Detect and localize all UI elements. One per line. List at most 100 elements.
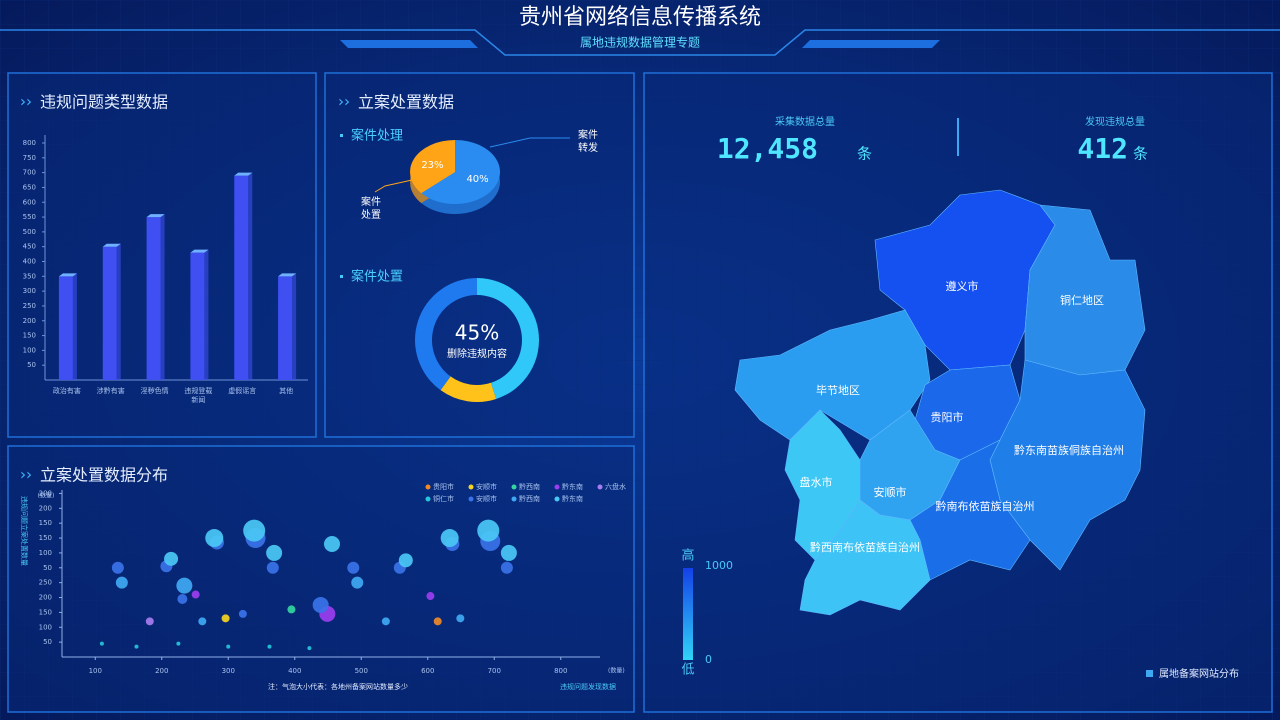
y-tick-label: 550 (23, 213, 36, 221)
legend-label: 黔西南 (519, 482, 540, 491)
bar-group (278, 273, 297, 380)
kpi-label: 发现违规总量 (1085, 115, 1145, 128)
bubble (176, 577, 193, 594)
pie-slice (410, 140, 455, 194)
y-tick-label: 200 (39, 489, 52, 497)
x-axis-label: 违规问题发现数据 (560, 682, 616, 691)
bubble (238, 609, 247, 618)
bubble (426, 592, 435, 601)
bubble (307, 646, 312, 651)
map-region (799, 499, 931, 616)
map-region (734, 309, 931, 441)
bubble (145, 617, 154, 626)
region-label: 铜仁地区 (1060, 293, 1104, 307)
bar (278, 276, 293, 380)
y-tick-label: 700 (23, 169, 36, 177)
bar-side (292, 273, 297, 380)
kpi-unit: 条 (857, 145, 872, 163)
x-tick-label: 100 (89, 667, 102, 675)
chevrons: ›› ›› ›› (20, 93, 350, 484)
bar-side (160, 214, 165, 380)
bubble (398, 553, 413, 568)
visual-map-min: 0 (705, 653, 712, 666)
kpi-value: 412 (1077, 132, 1128, 165)
bar (190, 252, 205, 380)
leader (374, 179, 413, 193)
bar-group (234, 172, 253, 380)
kpi-unit: 条 (1133, 145, 1148, 163)
legend-marker (468, 496, 474, 502)
x-tick-label: 其他 (279, 386, 293, 395)
y-tick-label: 350 (23, 272, 36, 280)
note: 注：气泡大小代表：各地州备案网站数量多少 (268, 682, 408, 691)
bar-group (190, 249, 209, 380)
legend-label: 六盘水 (605, 482, 626, 491)
legend-label: 贵阳市 (433, 482, 454, 491)
bubble (115, 576, 128, 589)
bubble (164, 551, 179, 566)
bubble (198, 617, 207, 626)
bubble (312, 596, 329, 613)
bubble (477, 519, 500, 542)
subtitle: 属地违规数据管理专题 (580, 35, 700, 50)
y-tick-label: 200 (23, 317, 36, 325)
x-tick-label: 淫秽色情 (141, 386, 169, 395)
y-tick-label: 200 (39, 594, 52, 602)
bar (102, 246, 117, 380)
bubble (500, 561, 513, 574)
center-value: 45% (455, 321, 499, 345)
legend-label: 黔西南 (519, 494, 540, 503)
bar-group (58, 273, 77, 380)
bar-top (278, 273, 297, 277)
header-deco (0, 29, 1280, 56)
visual-map-max: 1000 (705, 559, 733, 572)
bubble (99, 641, 104, 646)
x-tick-label: 违规登载新闻 (184, 386, 212, 404)
bar-side (72, 273, 77, 380)
bubble (205, 529, 224, 548)
x-tick-label: 政治有害 (53, 386, 81, 395)
bar-top (146, 214, 165, 218)
legend-marker (554, 484, 560, 490)
y-unit: (数量) (38, 492, 55, 500)
svg-text:››: ›› (20, 93, 32, 111)
y-tick-label: 800 (23, 139, 36, 147)
bullet (340, 134, 343, 137)
x-tick-label: 800 (554, 667, 567, 675)
y-tick-label: 50 (43, 638, 52, 646)
region-label: 黔南布依苗族自治州 (936, 499, 1035, 513)
y-tick-label: 300 (23, 287, 36, 295)
visual-map-high: 高 (681, 548, 694, 564)
legend-marker (425, 496, 431, 502)
bar (58, 276, 73, 380)
legend-label: 黔东南 (562, 494, 583, 503)
y-tick-label: 50 (27, 361, 36, 369)
bubble (134, 644, 139, 649)
bar-group (102, 243, 121, 380)
bubble (221, 614, 230, 623)
bubble (267, 644, 272, 649)
y-tick-label: 100 (39, 623, 52, 631)
panel-title: 立案处置数据分布 (40, 466, 168, 485)
y-tick-label: 750 (23, 154, 36, 162)
bubble (440, 529, 459, 548)
region-label: 遵义市 (946, 279, 979, 293)
data-label: 40% (466, 174, 488, 185)
bubble (347, 561, 360, 574)
kpi-label: 采集数据总量 (775, 115, 835, 128)
map-legend: 属地备案网站分布 (1159, 667, 1239, 680)
bullet (340, 275, 343, 278)
legend-marker (1146, 670, 1153, 677)
region-label: 盘水市 (800, 475, 833, 489)
x-tick-label: 600 (421, 667, 434, 675)
y-axis-label: 违规问题立案处置数量 (20, 496, 29, 566)
bubble (456, 614, 465, 623)
x-tick-label: 400 (288, 667, 301, 675)
pie-label: 案件转发 (578, 128, 598, 154)
donut-segment (440, 376, 497, 403)
bubble (177, 594, 188, 605)
y-tick-label: 400 (23, 258, 36, 266)
x-tick-label: 500 (355, 667, 368, 675)
y-tick-label: 100 (23, 346, 36, 354)
donut-segment (477, 278, 539, 399)
